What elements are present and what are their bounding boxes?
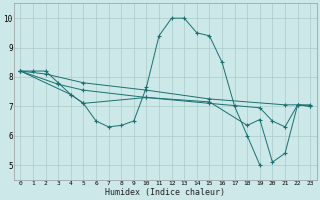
X-axis label: Humidex (Indice chaleur): Humidex (Indice chaleur) <box>105 188 225 197</box>
